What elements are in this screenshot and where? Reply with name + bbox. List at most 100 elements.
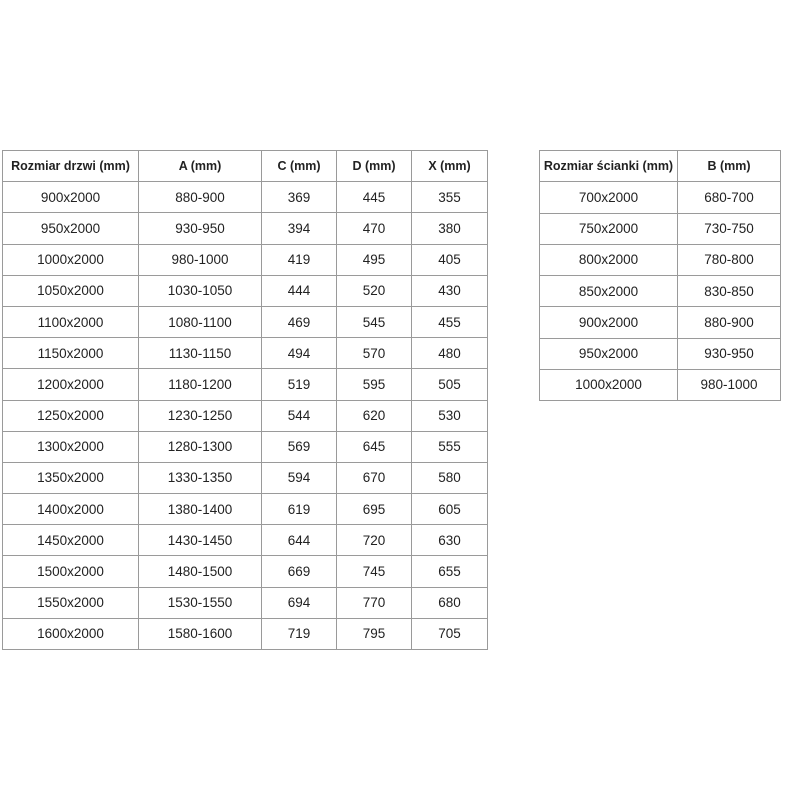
table-cell: 380 <box>411 212 488 245</box>
table-row: 1450x2000 1430-1450 644 720 630 <box>2 524 488 557</box>
table-cell: 545 <box>336 305 412 339</box>
table-cell: 950x2000 <box>2 212 139 245</box>
table-cell: 444 <box>261 274 337 307</box>
table-row: 900x2000 880-900 369 445 355 <box>2 181 488 214</box>
table-cell: 430 <box>411 274 488 307</box>
table-cell: 419 <box>261 243 337 276</box>
table-cell: 1050x2000 <box>2 274 139 307</box>
table-row: 900x2000 880-900 <box>539 306 781 339</box>
table-cell: 730-750 <box>677 212 781 245</box>
table-row: 1100x2000 1080-1100 469 545 455 <box>2 305 488 339</box>
table-cell: 1380-1400 <box>138 493 262 526</box>
table-row: 800x2000 780-800 <box>539 243 781 277</box>
column-header: C (mm) <box>261 149 337 183</box>
table-cell: 780-800 <box>677 243 781 277</box>
table-cell: 469 <box>261 305 337 339</box>
table-cell: 1580-1600 <box>138 617 262 651</box>
table-row: 1400x2000 1380-1400 619 695 605 <box>2 493 488 526</box>
table-cell: 930-950 <box>677 337 781 370</box>
table-cell: 1080-1100 <box>138 305 262 339</box>
table-cell: 1100x2000 <box>2 305 139 339</box>
table-cell: 950x2000 <box>539 337 678 370</box>
table-cell: 1230-1250 <box>138 399 262 432</box>
table-cell: 900x2000 <box>539 306 678 339</box>
table-cell: 405 <box>411 243 488 276</box>
table-cell: 1000x2000 <box>539 368 678 402</box>
table-row: 1250x2000 1230-1250 544 620 530 <box>2 399 488 432</box>
table-row: 1050x2000 1030-1050 444 520 430 <box>2 274 488 307</box>
table-cell: 569 <box>261 430 337 463</box>
table-cell: 495 <box>336 243 412 276</box>
table-cell: 480 <box>411 337 488 370</box>
table-cell: 605 <box>411 493 488 526</box>
table-cell: 770 <box>336 586 412 619</box>
table-cell: 830-850 <box>677 274 781 308</box>
table-cell: 705 <box>411 617 488 651</box>
table-row: 750x2000 730-750 <box>539 212 781 245</box>
table-cell: 1350x2000 <box>2 461 139 495</box>
column-header: A (mm) <box>138 149 262 183</box>
table-cell: 1480-1500 <box>138 555 262 588</box>
table-row: 1200x2000 1180-1200 519 595 505 <box>2 368 488 401</box>
table-cell: 394 <box>261 212 337 245</box>
table-cell: 850x2000 <box>539 274 678 308</box>
table-cell: 1550x2000 <box>2 586 139 619</box>
column-header: B (mm) <box>677 149 781 183</box>
table-row: 1300x2000 1280-1300 569 645 555 <box>2 430 488 463</box>
table-row: 1500x2000 1480-1500 669 745 655 <box>2 555 488 588</box>
table-cell: 930-950 <box>138 212 262 245</box>
door-size-table: Rozmiar drzwi (mm) A (mm) C (mm) D (mm) X (m… <box>2 149 488 651</box>
table-row: 1600x2000 1580-1600 719 795 705 <box>2 617 488 651</box>
table-cell: 1200x2000 <box>2 368 139 401</box>
table-cell: 670 <box>336 461 412 495</box>
table-cell: 750x2000 <box>539 212 678 245</box>
column-header: Rozmiar ścianki (mm) <box>539 149 678 183</box>
table-cell: 655 <box>411 555 488 588</box>
table-cell: 519 <box>261 368 337 401</box>
table-cell: 880-900 <box>677 306 781 339</box>
table-cell: 1400x2000 <box>2 493 139 526</box>
table-cell: 1150x2000 <box>2 337 139 370</box>
table-cell: 980-1000 <box>138 243 262 276</box>
table-row: 1150x2000 1130-1150 494 570 480 <box>2 337 488 370</box>
table-row: 1000x2000 980-1000 <box>539 368 781 402</box>
table-cell: 1250x2000 <box>2 399 139 432</box>
table-cell: 494 <box>261 337 337 370</box>
table-row: 950x2000 930-950 <box>539 337 781 370</box>
table-cell: 719 <box>261 617 337 651</box>
table-cell: 795 <box>336 617 412 651</box>
table-cell: 1280-1300 <box>138 430 262 463</box>
table-cell: 369 <box>261 181 337 214</box>
wall-size-table: Rozmiar ścianki (mm) B (mm) 700x2000 680-7… <box>539 149 781 402</box>
table-cell: 544 <box>261 399 337 432</box>
table-cell: 1530-1550 <box>138 586 262 619</box>
column-header: D (mm) <box>336 149 412 183</box>
table-cell: 1000x2000 <box>2 243 139 276</box>
table-cell: 355 <box>411 181 488 214</box>
table-cell: 1430-1450 <box>138 524 262 557</box>
table-cell: 1450x2000 <box>2 524 139 557</box>
table-cell: 1300x2000 <box>2 430 139 463</box>
table-cell: 619 <box>261 493 337 526</box>
table-cell: 1500x2000 <box>2 555 139 588</box>
table-row: 950x2000 930-950 394 470 380 <box>2 212 488 245</box>
table-row: 1550x2000 1530-1550 694 770 680 <box>2 586 488 619</box>
table-cell: 595 <box>336 368 412 401</box>
table-cell: 570 <box>336 337 412 370</box>
table-cell: 694 <box>261 586 337 619</box>
table-cell: 800x2000 <box>539 243 678 277</box>
table-cell: 644 <box>261 524 337 557</box>
table-cell: 700x2000 <box>539 181 678 214</box>
table-cell: 695 <box>336 493 412 526</box>
table-cell: 980-1000 <box>677 368 781 402</box>
table-header-row: Rozmiar drzwi (mm) A (mm) C (mm) D (mm) X (m… <box>2 149 488 183</box>
table-cell: 505 <box>411 368 488 401</box>
table-cell: 645 <box>336 430 412 463</box>
table-cell: 620 <box>336 399 412 432</box>
table-cell: 1130-1150 <box>138 337 262 370</box>
table-row: 1000x2000 980-1000 419 495 405 <box>2 243 488 276</box>
table-cell: 1330-1350 <box>138 461 262 495</box>
table-row: 1350x2000 1330-1350 594 670 580 <box>2 461 488 495</box>
table-row: 700x2000 680-700 <box>539 181 781 214</box>
table-row: 850x2000 830-850 <box>539 274 781 308</box>
